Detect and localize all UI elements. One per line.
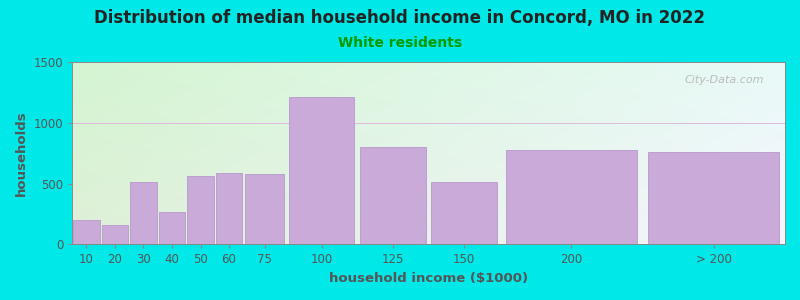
Bar [360,147,426,244]
Bar [74,220,99,244]
Y-axis label: households: households [15,110,28,196]
Text: Distribution of median household income in Concord, MO in 2022: Distribution of median household income … [94,9,706,27]
Bar [431,182,497,244]
Bar [216,173,242,244]
Bar [130,182,157,244]
Bar [102,225,128,244]
Bar [159,212,185,244]
Text: White residents: White residents [338,36,462,50]
Bar [245,174,284,244]
Bar [506,150,637,244]
Bar [648,152,779,244]
Bar [289,97,354,244]
Bar [187,176,214,244]
X-axis label: household income ($1000): household income ($1000) [329,272,528,285]
Text: City-Data.com: City-Data.com [684,75,764,85]
